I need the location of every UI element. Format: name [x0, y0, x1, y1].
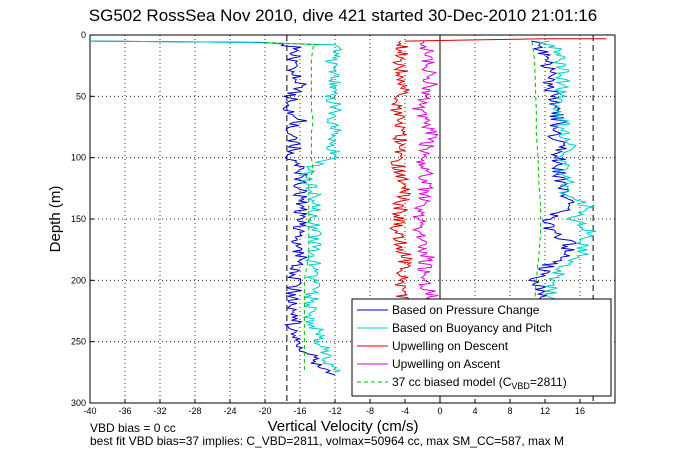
x-tick-label-4: -24	[223, 406, 236, 416]
y-axis-label: Depth (m)	[47, 186, 64, 253]
series-2-segment-1	[404, 38, 607, 42]
legend-label-descent: Upwelling on Descent	[392, 339, 509, 353]
series-1-segment-0	[89, 40, 343, 373]
legend-box	[351, 298, 612, 397]
series-group	[89, 38, 607, 376]
x-tick-label-9: -4	[401, 406, 409, 416]
x-tick-label-13: 12	[540, 406, 550, 416]
series-4-segment-1	[531, 41, 542, 305]
y-tick-label-3: 150	[71, 214, 86, 224]
x-tick-label-11: 4	[472, 406, 477, 416]
x-tick-label-1: -36	[118, 406, 131, 416]
x-tick-label-0: -40	[83, 406, 96, 416]
legend-label-model-pre: 37 cc biased model (C	[392, 375, 512, 389]
x-tick-label-14: 16	[575, 406, 585, 416]
legend-label-model-sub: VBD	[511, 381, 530, 391]
series-3-segment-0	[411, 41, 439, 318]
x-tick-label-7: -12	[328, 406, 341, 416]
legend-label-pressure: Based on Pressure Change	[392, 303, 540, 317]
x-tick-label-5: -20	[258, 406, 271, 416]
x-tick-label-6: -16	[293, 406, 306, 416]
x-ticks: -40 -36 -32 -28 -24 -20 -16 -12 -8 -4 0 4 8 12 16	[83, 399, 585, 416]
y-ticks: 0 50 100 150 200 250 300	[71, 30, 94, 408]
series-4-segment-0	[264, 41, 320, 373]
y-tick-label-4: 200	[71, 275, 86, 285]
y-tick-label-6: 300	[71, 398, 86, 408]
x-tick-label-3: -28	[188, 406, 201, 416]
x-tick-label-2: -32	[153, 406, 166, 416]
y-tick-label-1: 50	[76, 91, 86, 101]
legend-label-ascent: Upwelling on Ascent	[392, 357, 501, 371]
x-tick-label-10: 0	[437, 406, 442, 416]
x-tick-label-12: 8	[507, 406, 512, 416]
series-2-segment-0	[389, 40, 413, 318]
y-tick-label-0: 0	[81, 30, 86, 40]
legend-label-model: 37 cc biased model (CVBD=2811)	[392, 375, 567, 391]
x-axis-label: Vertical Velocity (cm/s)	[268, 418, 419, 435]
series-0-segment-0	[89, 40, 336, 376]
legend-label-buoyancy: Based on Buoyancy and Pitch	[392, 321, 552, 335]
x-tick-label-8: -8	[366, 406, 374, 416]
legend: Based on Pressure Change Based on Buoyan…	[351, 298, 612, 397]
legend-label-model-post: =2811)	[530, 375, 567, 389]
footnote-best-fit: best fit VBD bias=37 implies: C_VBD=2811…	[90, 434, 564, 448]
y-tick-label-5: 250	[71, 337, 86, 347]
y-tick-label-2: 100	[71, 153, 86, 163]
series-1-segment-1	[539, 40, 597, 318]
chart-title: SG502 RossSea Nov 2010, dive 421 started…	[89, 6, 597, 25]
footnote-vbd-bias: VBD bias = 0 cc	[90, 421, 176, 435]
